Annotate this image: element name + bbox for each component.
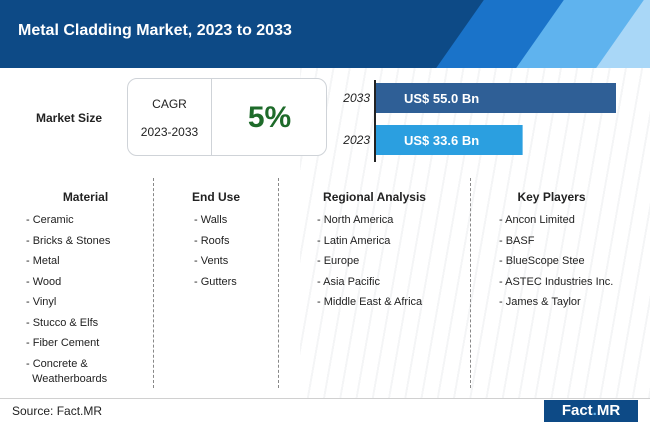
year-label: 2023 (342, 133, 370, 147)
list-item: - Wood (26, 275, 62, 288)
regional-column: Regional Analysis - North America - Latin… (278, 178, 470, 388)
list-item: - Gutters (194, 275, 237, 288)
list-item: - Stucco & Elfs (26, 316, 99, 329)
end-use-heading: End Use (191, 190, 240, 204)
logo-dot: . (592, 402, 597, 419)
list-item: - Ceramic (26, 214, 74, 226)
cagr-period: 2023-2033 (140, 125, 199, 139)
cagr-divider (211, 79, 212, 155)
footer-divider (0, 398, 650, 399)
bar-value-label: US$ 33.6 Bn (404, 133, 479, 148)
cagr-label: CAGR (152, 97, 187, 111)
bar-2033 (376, 83, 616, 113)
cagr-box: CAGR 2023-2033 5% (127, 78, 327, 156)
list-item: - North America (317, 214, 394, 226)
list-item: - Middle East & Africa (317, 296, 423, 308)
regional-list: - North America - Latin America - Europe - … (279, 210, 470, 313)
list-item: - Vents (194, 255, 229, 267)
segments-panel: Material - Ceramic - Bricks & Stones - Met… (18, 178, 632, 388)
year-label: 2033 (342, 91, 370, 105)
list-item: - Ancon Limited (499, 214, 575, 226)
market-size-label: Market Size (36, 111, 103, 125)
background-texture (300, 68, 650, 398)
list-item: - Walls (194, 214, 228, 226)
list-item: - BASF (499, 234, 535, 247)
bar-value-label: US$ 55.0 Bn (404, 91, 479, 106)
list-item: - James & Taylor (499, 296, 581, 308)
bar-2023 (376, 125, 523, 155)
list-item: - Asia Pacific (317, 275, 380, 288)
list-item: - Metal (26, 255, 60, 267)
factmr-logo: Fact.MR (544, 400, 638, 422)
page-title: Metal Cladding Market, 2023 to 2033 (18, 22, 292, 39)
end-use-column: End Use - Walls - Roofs - Vents - Gutters (153, 178, 278, 388)
material-list: - Ceramic - Bricks & Stones - Metal - Wood -… (18, 210, 153, 387)
header-banner: Metal Cladding Market, 2023 to 2033 (0, 0, 650, 68)
list-item: - Roofs (194, 234, 230, 247)
list-item: - Concrete & Weatherboards (26, 357, 108, 385)
key-players-column: Key Players - Ancon Limited - BASF - BlueS… (470, 178, 632, 388)
market-size-bar-chart: 2033 US$ 55.0 Bn 2023 US$ 33.6 Bn (342, 83, 616, 155)
key-players-list: - Ancon Limited - BASF - BlueScope Stee - A… (471, 210, 632, 313)
end-use-list: - Walls - Roofs - Vents - Gutters (154, 210, 278, 292)
list-item: - ASTEC Industries Inc. (499, 275, 614, 288)
list-item: - BlueScope Stee (499, 255, 585, 267)
material-heading: Material (62, 190, 109, 204)
list-item: - Europe (317, 255, 360, 267)
list-item: - Latin America (317, 234, 391, 247)
logo-text-right: MR (596, 402, 621, 419)
logo-text-left: Fact (561, 402, 593, 419)
list-item: - Vinyl (26, 296, 57, 308)
regional-heading: Regional Analysis (323, 190, 426, 204)
list-item: - Fiber Cement (26, 337, 100, 349)
chart-axis-line (374, 80, 376, 162)
cagr-value: 5% (247, 101, 292, 134)
key-players-heading: Key Players (517, 190, 586, 204)
material-column: Material - Ceramic - Bricks & Stones - Met… (18, 178, 153, 388)
source-note: Source: Fact.MR (12, 404, 103, 418)
list-item: - Bricks & Stones (26, 234, 111, 247)
